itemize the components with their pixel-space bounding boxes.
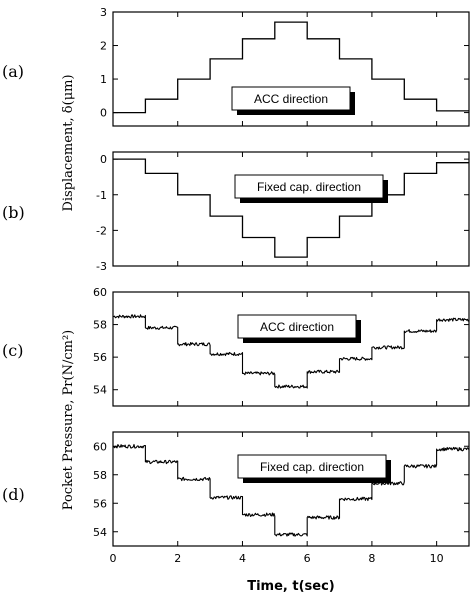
y-tick-label: 60 — [93, 440, 107, 453]
panel-c: 60 58 56 54 ACC direction (c) — [2, 286, 470, 407]
y-tick-label: 60 — [93, 286, 107, 299]
panel-b-frame — [112, 151, 470, 267]
y-tick-label: 3 — [100, 6, 107, 19]
y-tick-label: -3 — [96, 260, 107, 273]
annotation-text: ACC direction — [260, 320, 334, 334]
panel-c-frame — [112, 291, 470, 407]
panel-d-frame — [112, 431, 470, 547]
panel-c-trace — [112, 314, 470, 389]
panel-c-yticks: 60 58 56 54 — [93, 286, 469, 406]
y-tick-label: 54 — [93, 384, 107, 397]
x-tick-label: 4 — [239, 552, 246, 565]
panel-a-letter: (a) — [2, 62, 24, 81]
panel-a-trace — [113, 21, 469, 114]
annotation-text: Fixed cap. direction — [257, 180, 361, 194]
y-axis-label-pressure: Pocket Pressure, Pr(N/cm²) — [61, 330, 76, 510]
panel-b: 0 -1 -2 -3 Fixed cap. direction (b) — [2, 151, 470, 273]
annotation-box — [237, 454, 387, 479]
panel-a-yticks: 3 2 1 0 — [100, 6, 469, 126]
panel-b-annotation: Fixed cap. direction — [234, 174, 388, 203]
panel-c-annotation: ACC direction — [237, 314, 361, 343]
y-tick-label: 0 — [100, 107, 107, 120]
annotation-box — [237, 314, 357, 339]
panel-d-letter: (d) — [2, 485, 25, 504]
panel-a-annotation: ACC direction — [231, 86, 355, 115]
x-tick-label: 6 — [304, 552, 311, 565]
x-tick-label: 8 — [368, 552, 375, 565]
y-tick-label: 1 — [100, 73, 107, 86]
y-tick-label: 54 — [93, 526, 107, 539]
annotation-box — [234, 174, 384, 199]
annotation-text: Fixed cap. direction — [260, 460, 364, 474]
y-tick-label: 58 — [93, 469, 107, 482]
annotation-box — [231, 86, 351, 111]
panel-b-trace — [113, 158, 469, 258]
x-axis-label: Time, t(sec) — [247, 579, 335, 594]
x-tick-label: 10 — [430, 552, 444, 565]
x-tick-label: 0 — [110, 552, 117, 565]
panel-c-letter: (c) — [2, 341, 23, 360]
annotation-text: ACC direction — [254, 92, 328, 106]
panel-a-frame — [112, 11, 470, 127]
panel-d: 60 58 56 54 Fixed cap. direction (d) — [2, 431, 470, 547]
panel-d-trace — [112, 443, 470, 537]
panel-d-annotation: Fixed cap. direction — [237, 454, 391, 483]
y-tick-label: 56 — [93, 351, 107, 364]
panel-d-yticks: 60 58 56 54 — [93, 432, 469, 546]
y-tick-label: 56 — [93, 497, 107, 510]
y-tick-label: -1 — [96, 189, 107, 202]
panel-b-yticks: 0 -1 -2 -3 — [96, 152, 469, 273]
y-tick-label: 2 — [100, 40, 107, 53]
panel-a: 3 2 1 0 ACC direction (a) — [2, 6, 470, 127]
y-tick-label: -2 — [96, 224, 107, 237]
y-axis-label-displacement: Displacement, δ(μm) — [61, 74, 76, 211]
y-tick-label: 0 — [100, 153, 107, 166]
x-axis-ticks: 0 2 4 6 8 10 — [110, 552, 444, 565]
panel-b-letter: (b) — [2, 203, 25, 222]
y-tick-label: 58 — [93, 319, 107, 332]
x-tick-label: 2 — [174, 552, 181, 565]
